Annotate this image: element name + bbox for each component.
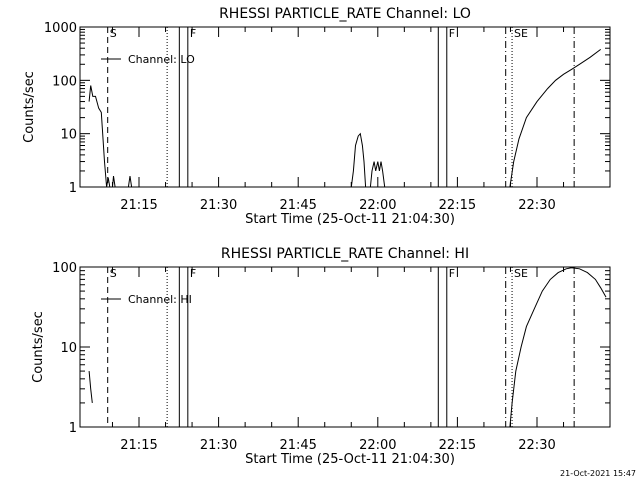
panel-1-legend-label: Channel: LO: [128, 53, 195, 66]
panel-2-plot-frame: [80, 267, 610, 427]
panel-1-x-tick-label: 21:30: [200, 198, 237, 213]
panel-2-title: RHESSI PARTICLE_RATE Channel: HI: [221, 246, 469, 262]
panel-1-series-segment: [510, 49, 601, 187]
panel-1-x-tick-label: 21:45: [279, 198, 316, 213]
panel-1-x-tick-label: 21:15: [120, 198, 157, 213]
panel-2-event-marker-label: SE: [514, 267, 528, 280]
panel-2-event-marker-label: F: [190, 267, 196, 280]
panel-1-event-marker-label: F: [449, 27, 455, 40]
panel-1-x-tick-label: 22:00: [359, 198, 396, 213]
panel-1-series-segment: [351, 134, 384, 187]
panel-2-y-tick-label: 10: [60, 341, 77, 356]
panel-2-series-segment: [89, 371, 92, 403]
panel-1-event-marker-label: F: [190, 27, 196, 40]
panel-1-x-tick-label: 22:15: [439, 198, 476, 213]
panel-1-y-tick-label: 1000: [44, 21, 77, 36]
panel-2-series-segment: [510, 268, 606, 427]
panel-2-legend-label: Channel: HI: [128, 293, 192, 306]
panel-1-x-tick-label: 22:30: [518, 198, 555, 213]
panel-1-y-tick-label: 1: [69, 181, 77, 196]
panel-1-title: RHESSI PARTICLE_RATE Channel: LO: [219, 6, 471, 22]
panel-1-y-tick-label: 10: [60, 128, 77, 143]
panel-1-event-marker-label: SE: [514, 27, 528, 40]
panel-1-y-tick-label: 100: [52, 74, 77, 89]
panel-2-event-marker-label: F: [449, 267, 455, 280]
panel-1-series-segment: [128, 176, 134, 187]
panel-2-y-tick-label: 100: [52, 261, 77, 276]
panel-2-event-marker-label: S: [110, 267, 117, 280]
panel-2-y-axis-label: Counts/sec: [31, 311, 46, 383]
panel-2-x-tick-label: 21:30: [200, 438, 237, 453]
panel-1-event-marker-label: S: [110, 27, 117, 40]
panel-1-y-axis-label: Counts/sec: [22, 71, 37, 143]
panel-2-x-tick-label: 21:45: [279, 438, 316, 453]
generation-timestamp: 21-Oct-2021 15:47: [560, 469, 636, 478]
panel-2-x-tick-label: 22:00: [359, 438, 396, 453]
panel-2-x-tick-label: 21:15: [120, 438, 157, 453]
panel-2-x-axis-label: Start Time (25-Oct-11 21:04:30): [245, 452, 455, 467]
panel-2-y-tick-label: 1: [69, 421, 77, 436]
panel-2-x-tick-label: 22:30: [518, 438, 555, 453]
panel-1-plot-frame: [80, 27, 610, 187]
panel-1-series-segment: [89, 86, 115, 188]
panel-2-x-tick-label: 22:15: [439, 438, 476, 453]
panel-1-x-axis-label: Start Time (25-Oct-11 21:04:30): [245, 212, 455, 227]
